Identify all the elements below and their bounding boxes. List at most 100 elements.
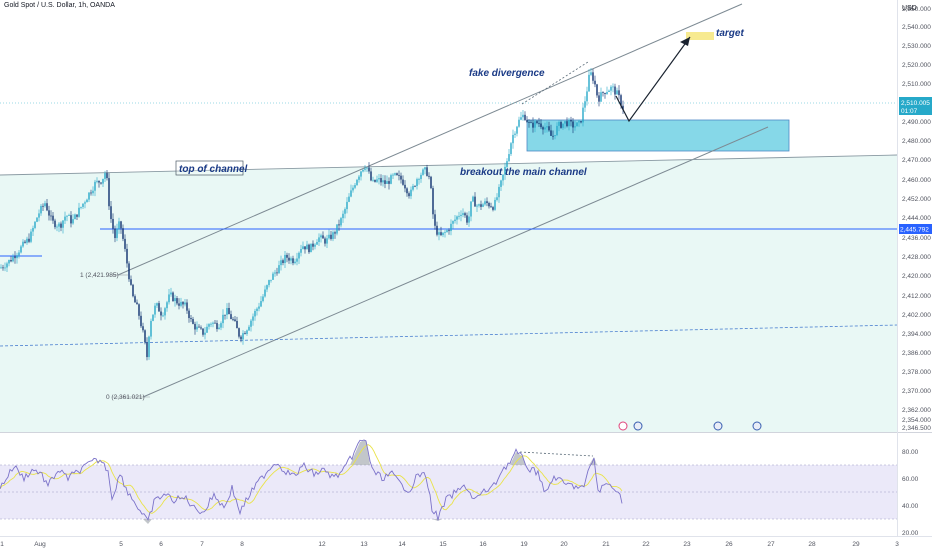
candle-body [204, 332, 206, 335]
candle-body [124, 238, 126, 249]
candle-body [122, 228, 124, 239]
candle-body [452, 221, 454, 224]
candle-body [198, 326, 200, 328]
candle-body [286, 254, 288, 258]
candle-body [428, 175, 430, 177]
candle-body [158, 303, 160, 312]
candle-body [574, 126, 576, 128]
candle-body [552, 135, 554, 137]
candle-body [194, 323, 196, 330]
candle-body [504, 166, 506, 175]
candle-body [278, 265, 280, 274]
candle-body [296, 258, 298, 262]
channel-fill [0, 155, 897, 432]
time-tick-label: 26 [725, 541, 733, 548]
time-tick-label: 3 [895, 541, 899, 548]
candle-body [234, 319, 236, 321]
fib-1-label: 1 (2,421.985) [80, 272, 119, 279]
candle-body [0, 267, 2, 269]
candle-body [288, 257, 290, 261]
candle-body [570, 119, 572, 122]
candle-body [512, 134, 514, 144]
candle-body [414, 185, 416, 187]
candle-body [16, 255, 18, 259]
rsi-tick-label: 20.00 [902, 530, 919, 537]
candle-body [524, 114, 526, 121]
candle-body [606, 92, 608, 95]
time-axis[interactable]: 1 Aug 5 6 7 8 12 13 14 15 16 19 20 21 22 23 26 27 28 29 3 [0, 541, 899, 548]
current-price-tag [899, 97, 932, 115]
candle-body [76, 214, 78, 217]
channel-upper-line[interactable] [117, 3, 743, 276]
candles [0, 68, 624, 361]
candle-body [294, 261, 296, 264]
candle-body [188, 310, 190, 319]
price-tick-label: 2,346.500 [902, 425, 931, 432]
candle-body [44, 203, 46, 207]
candle-body [24, 241, 26, 243]
candle-body [258, 306, 260, 309]
candle-body [270, 279, 272, 281]
candle-body [324, 238, 326, 244]
candle-body [420, 174, 422, 180]
projection-path[interactable] [615, 36, 691, 123]
dashed-support-line[interactable] [0, 324, 898, 347]
candle-body [466, 215, 468, 223]
candle-body [540, 123, 542, 128]
candle-body [604, 93, 606, 95]
divergence-line [521, 61, 589, 105]
candle-body [94, 181, 96, 191]
candle-body [256, 308, 258, 311]
candle-body [376, 179, 378, 182]
candle-body [526, 120, 528, 123]
candle-body [434, 214, 436, 226]
candle-body [182, 301, 184, 305]
candle-body [622, 105, 624, 110]
candle-body [550, 130, 552, 136]
candle-body [586, 91, 588, 102]
candle-body [96, 180, 98, 182]
candle-body [12, 256, 14, 262]
candle-body [166, 302, 168, 309]
candle-body [410, 189, 412, 197]
price-tick-label: 2,540.000 [902, 24, 931, 31]
candle-body [80, 206, 82, 208]
event-flag-icon[interactable] [752, 421, 762, 431]
event-flag-icon[interactable] [713, 421, 723, 431]
time-tick-label: 27 [767, 541, 775, 548]
demand-zone[interactable] [526, 119, 790, 152]
candle-body [588, 74, 590, 92]
price-axis[interactable]: 2,550.000 2,540.000 2,530.000 2,520.000 2,51… [902, 6, 931, 432]
candle-body [460, 214, 462, 216]
candle-body [210, 323, 212, 325]
candle-body [160, 311, 162, 316]
candle-body [346, 201, 348, 210]
candle-body [66, 215, 68, 217]
event-flash-icon[interactable] [618, 421, 628, 431]
candle-body [438, 232, 440, 235]
candle-body [46, 203, 48, 211]
price-tick-label: 2,362.000 [902, 407, 931, 414]
price-tick-label: 2,460.000 [902, 177, 931, 184]
candle-body [164, 308, 166, 316]
candle-body [54, 220, 56, 228]
event-flag-icon[interactable] [633, 421, 643, 431]
channel-lower-line[interactable] [142, 126, 769, 398]
candle-body [464, 213, 466, 216]
candle-body [304, 246, 306, 250]
top-of-channel-line[interactable] [0, 154, 898, 176]
candle-body [40, 205, 42, 214]
candle-body [190, 318, 192, 320]
target-zone[interactable] [686, 32, 714, 40]
candle-body [494, 199, 496, 210]
candle-body [306, 244, 308, 250]
candle-body [100, 182, 102, 184]
candle-body [226, 307, 228, 315]
arrow-head [680, 37, 690, 46]
candle-body [458, 215, 460, 217]
candle-body [580, 121, 582, 123]
candle-body [426, 167, 428, 176]
candle-body [206, 326, 208, 333]
breakout-label: breakout the main channel [460, 167, 587, 178]
